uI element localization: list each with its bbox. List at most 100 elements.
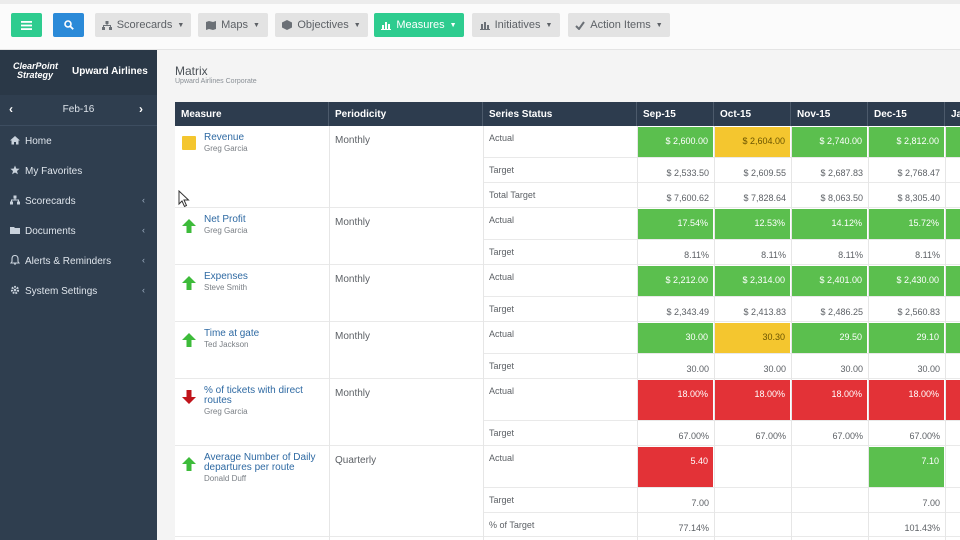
measure-owner: Greg Garcia (204, 407, 248, 416)
measure-owner: Steve Smith (204, 283, 248, 292)
previous-period-chevron-icon[interactable]: ‹ (9, 102, 13, 116)
column-header[interactable]: Measure (175, 102, 329, 126)
data-cell[interactable]: 67.00% (909, 431, 940, 441)
data-cell[interactable]: $ 2,533.50 (666, 168, 709, 178)
period-label[interactable]: Feb-16 (62, 104, 95, 115)
data-cell[interactable]: 29.50 (792, 323, 867, 353)
data-cell[interactable]: 30.00 (638, 323, 713, 353)
data-cell[interactable] (791, 513, 868, 537)
measure-link[interactable]: Revenue (204, 132, 245, 143)
action-items-menu-button[interactable]: Action Items ▼ (568, 13, 670, 37)
data-cell[interactable]: $ 2,768.47 (897, 168, 940, 178)
menu-toggle-button[interactable] (11, 13, 42, 37)
data-cell[interactable]: 30.00 (840, 364, 863, 374)
data-cell[interactable]: $ 2,740.00 (792, 127, 867, 157)
data-cell[interactable]: 67.00% (755, 431, 786, 441)
data-cell[interactable]: $ 2,687.83 (820, 168, 863, 178)
nav-item-scorecards[interactable]: Scorecards ‹ (0, 188, 157, 214)
data-cell[interactable]: 7.00 (922, 498, 940, 508)
data-cell[interactable]: 18.00% (715, 380, 790, 420)
data-cell[interactable] (946, 266, 960, 296)
data-cell[interactable] (791, 488, 868, 513)
data-cell[interactable]: 7.00 (691, 498, 709, 508)
data-cell[interactable]: 14.12% (792, 209, 867, 239)
data-cell[interactable] (946, 209, 960, 239)
measure-link[interactable]: % of tickets with direct routes (204, 385, 303, 406)
home-icon (10, 136, 20, 145)
nav-item-alerts-reminders[interactable]: Alerts & Reminders ‹ (0, 248, 157, 274)
data-cell[interactable]: 77.14% (678, 523, 709, 533)
data-cell[interactable]: 18.00% (638, 380, 713, 420)
data-cell[interactable]: 30.00 (763, 364, 786, 374)
column-header[interactable]: Ja (945, 102, 960, 126)
data-cell[interactable]: 8.11% (838, 250, 863, 260)
brand-logo-line1: ClearPoint (13, 61, 59, 71)
scorecards-menu-button[interactable]: Scorecards ▼ (95, 13, 191, 37)
measure-link[interactable]: Average Number of Daily departures per r… (204, 452, 316, 473)
data-cell[interactable]: 8.11% (761, 250, 786, 260)
data-cell[interactable]: $ 2,314.00 (715, 266, 790, 296)
data-cell[interactable]: 30.30 (715, 323, 790, 353)
data-cell[interactable]: 18.00% (869, 380, 944, 420)
column-header[interactable]: Periodicity (329, 102, 483, 126)
measure-link[interactable]: Time at gate (204, 328, 260, 339)
nav-item-my-favorites[interactable]: My Favorites (0, 158, 157, 184)
nav-item-home[interactable]: Home (0, 128, 157, 154)
data-cell[interactable]: $ 8,305.40 (897, 193, 940, 203)
data-cell[interactable]: $ 2,604.00 (715, 127, 790, 157)
data-cell[interactable]: $ 2,609.55 (743, 168, 786, 178)
data-cell[interactable]: $ 2,401.00 (792, 266, 867, 296)
measure-link[interactable]: Expenses (204, 271, 248, 282)
objectives-menu-button[interactable]: Objectives ▼ (275, 13, 368, 37)
data-cell[interactable]: 30.00 (686, 364, 709, 374)
data-cell[interactable]: $ 2,560.83 (897, 307, 940, 317)
data-cell[interactable] (714, 446, 791, 488)
data-cell[interactable]: $ 2,212.00 (638, 266, 713, 296)
initiatives-menu-button[interactable]: Initiatives ▼ (472, 13, 560, 37)
data-cell[interactable] (791, 446, 868, 488)
measure-link[interactable]: Net Profit (204, 214, 246, 225)
data-cell[interactable]: $ 2,600.00 (638, 127, 713, 157)
column-header[interactable]: Dec-15 (868, 102, 945, 126)
maps-menu-button[interactable]: Maps ▼ (198, 13, 268, 37)
data-cell[interactable]: 17.54% (638, 209, 713, 239)
data-cell[interactable]: 101.43% (904, 523, 940, 533)
page-title: Matrix (175, 64, 208, 78)
data-cell[interactable] (714, 488, 791, 513)
data-cell[interactable]: 67.00% (832, 431, 863, 441)
data-cell[interactable]: 67.00% (678, 431, 709, 441)
data-cell[interactable] (946, 127, 960, 157)
measures-menu-button[interactable]: Measures ▼ (374, 13, 464, 37)
data-cell[interactable] (946, 380, 960, 420)
data-cell[interactable]: 29.10 (869, 323, 944, 353)
nav-item-system-settings[interactable]: System Settings ‹ (0, 278, 157, 304)
data-cell[interactable]: $ 7,600.62 (666, 193, 709, 203)
data-cell[interactable]: $ 7,828.64 (743, 193, 786, 203)
data-cell[interactable] (946, 323, 960, 353)
data-cell[interactable]: $ 8,063.50 (820, 193, 863, 203)
data-cell[interactable]: 7.10 (869, 447, 944, 487)
search-button[interactable] (53, 13, 84, 37)
column-header[interactable]: Series Status (483, 102, 637, 126)
data-cell[interactable]: 5.40 (638, 447, 713, 487)
nav-item-documents[interactable]: Documents ‹ (0, 218, 157, 244)
column-header[interactable]: Oct-15 (714, 102, 791, 126)
row-divider (483, 512, 960, 513)
data-cell[interactable]: 8.11% (915, 250, 940, 260)
data-cell[interactable]: 8.11% (684, 250, 709, 260)
data-cell[interactable]: $ 2,413.83 (743, 307, 786, 317)
data-cell[interactable] (714, 513, 791, 537)
data-cell[interactable]: $ 2,343.49 (666, 307, 709, 317)
data-cell[interactable]: $ 2,486.25 (820, 307, 863, 317)
brand-logo[interactable]: ClearPoint Strategy (13, 62, 63, 80)
data-cell[interactable]: 12.53% (715, 209, 790, 239)
next-period-chevron-icon[interactable]: › (139, 102, 143, 116)
column-header[interactable]: Sep-15 (637, 102, 714, 126)
data-cell[interactable]: 30.00 (917, 364, 940, 374)
column-header[interactable]: Nov-15 (791, 102, 868, 126)
data-cell[interactable]: $ 2,430.00 (869, 266, 944, 296)
data-cell[interactable]: 15.72% (869, 209, 944, 239)
data-cell[interactable]: 18.00% (792, 380, 867, 420)
data-cell[interactable]: $ 2,812.00 (869, 127, 944, 157)
series-label: Actual (489, 453, 515, 463)
